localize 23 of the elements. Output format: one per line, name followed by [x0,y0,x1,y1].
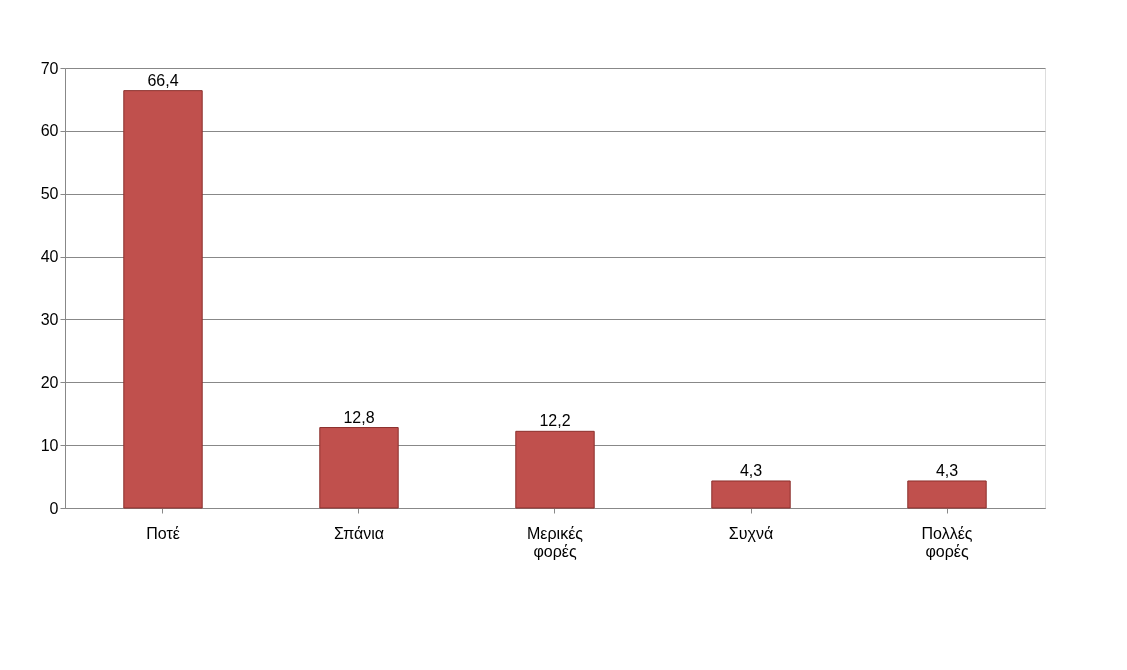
data-label: 4,3 [739,461,763,479]
data-label: 66,4 [147,71,179,89]
x-tick-label: Συχνά [728,524,774,542]
data-label: 4,3 [935,461,959,479]
y-tick-label: 40 [40,248,59,266]
bar [907,480,987,509]
bar [711,480,791,509]
data-label: 12,2 [539,412,571,430]
y-tick-label: 0 [49,499,59,517]
y-tick-label: 50 [40,185,59,203]
x-tick-label: Σπάνια [334,524,384,542]
y-tick-label: 10 [40,436,59,454]
x-tick-label: Μερικές φορές [527,524,584,560]
y-tick-label: 30 [40,310,59,328]
bar [123,90,203,509]
y-tick-label: 20 [40,373,59,391]
x-tick-label: Ποτέ [146,524,180,542]
x-tick-label: Πολλές φορές [921,524,973,560]
bar [515,430,595,509]
bar [319,427,399,509]
data-label: 12,8 [343,408,375,426]
y-tick-label: 60 [40,122,59,140]
y-tick-label: 70 [40,59,59,77]
